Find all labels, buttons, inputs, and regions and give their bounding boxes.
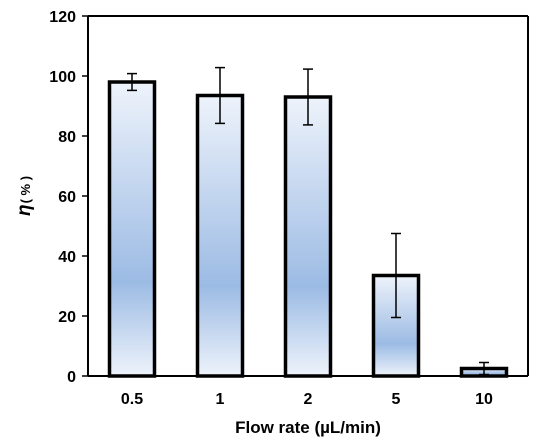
bar-2 [283,95,333,378]
y-tick-label: 100 [49,69,76,86]
y-axis-symbol: η [14,204,35,216]
y-tick-label: 60 [58,189,76,206]
x-tick-label: 10 [475,391,493,408]
bar-0.5 [107,80,157,378]
x-tick-label: 2 [304,391,313,408]
y-tick-label: 80 [58,129,76,146]
error-bar-10 [479,361,489,376]
x-tick-label: 1 [216,391,225,408]
error-bars-layer [127,66,489,376]
error-bar-0.5 [127,72,137,92]
y-axis-title: η( % ) [14,176,35,216]
bars-layer [107,80,509,378]
y-tick-label: 0 [67,369,76,386]
bar-1 [195,93,245,378]
error-bar-2 [303,68,313,126]
error-bar-5 [391,232,401,319]
x-tick-label: 0.5 [121,391,143,408]
error-bar-1 [215,66,225,125]
y-axis-unit: ( % ) [18,176,33,203]
x-axis-title: Flow rate (µL/min) [235,418,381,437]
x-ticks-layer: 0.5 1 2 5 10 [121,391,493,408]
x-tick-label: 5 [392,391,401,408]
y-tick-label: 40 [58,249,76,266]
y-ticks-layer: 0 20 40 60 80 100 120 [49,9,88,386]
y-tick-label: 20 [58,309,76,326]
y-tick-label: 120 [49,9,76,26]
